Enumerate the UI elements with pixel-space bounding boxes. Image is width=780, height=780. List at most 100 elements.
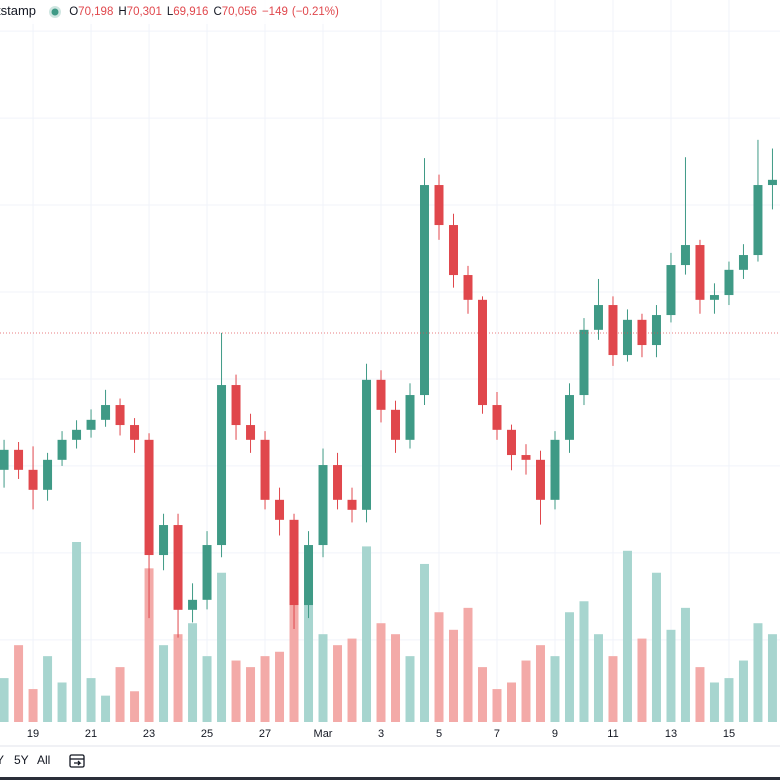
x-tick-label: 15: [723, 728, 735, 740]
volume-bar: [420, 563, 429, 722]
candle-body: [289, 519, 299, 606]
candle-body: [217, 385, 227, 546]
x-tick-label: 9: [552, 728, 558, 740]
candle-body: [72, 429, 82, 440]
candle-body: [376, 379, 386, 410]
range-button[interactable]: 5Y: [14, 753, 29, 767]
volume-bar: [347, 638, 357, 722]
ohlc-key: O: [69, 6, 78, 18]
toolbar: Y 5Y All: [0, 753, 85, 768]
candle-body: [159, 525, 169, 556]
candle-body: [43, 459, 53, 490]
candle-body: [608, 305, 618, 356]
volume-bar: [231, 660, 241, 722]
volume-bar: [738, 660, 748, 722]
candle-body: [593, 305, 603, 330]
candle-body: [521, 455, 531, 460]
volume-bar: [86, 678, 96, 722]
candle-body: [680, 245, 690, 266]
candle-body: [463, 275, 473, 300]
volume-bar: [637, 638, 647, 722]
volume-bar: [115, 667, 125, 722]
candle-body: [637, 319, 647, 346]
candle-body: [753, 185, 763, 256]
volume-bar: [72, 542, 82, 722]
volume-bar: [767, 634, 777, 722]
x-tick-label: 7: [494, 728, 500, 740]
candle-body: [434, 185, 444, 226]
ohlc-value: 70,301: [127, 6, 162, 18]
volume-bar: [579, 601, 589, 722]
goto-date-icon[interactable]: [69, 754, 85, 768]
volume-bar: [593, 634, 603, 722]
volume-bar: [492, 689, 502, 722]
volume-bar: [463, 607, 473, 722]
volume-bar: [159, 645, 169, 722]
ohlc-value: 69,916: [173, 6, 208, 18]
candle-layer: [0, 139, 777, 638]
volume-bar: [535, 645, 545, 722]
volume-bar: [318, 634, 328, 722]
volume-bar: [289, 585, 299, 722]
candle-body: [420, 185, 429, 396]
candle-body: [275, 499, 285, 520]
candle-body: [101, 405, 111, 420]
candle-body: [405, 395, 415, 440]
candle-body: [507, 429, 516, 456]
candle-body: [724, 269, 734, 296]
candle-body: [579, 329, 589, 396]
candle-body: [86, 419, 96, 430]
candle-body: [0, 449, 9, 470]
volume-bar: [709, 682, 719, 722]
volume-bar: [246, 667, 256, 722]
ohlc-key: C: [213, 6, 221, 18]
candle-body: [28, 469, 38, 490]
volume-bar: [28, 689, 38, 722]
volume-layer: [0, 542, 777, 722]
change-percent: (−0.21%): [292, 6, 339, 18]
volume-bar: [507, 682, 516, 722]
volume-bar: [651, 572, 661, 722]
volume-bar: [202, 656, 212, 722]
volume-bar: [217, 572, 227, 722]
status-dot: [51, 8, 59, 16]
candle-body: [622, 319, 632, 356]
volume-bar: [622, 550, 632, 722]
volume-bar: [144, 568, 154, 722]
header-legend: tstamp O70,198 H70,301 L69,916 C70,056 −149 (…: [0, 3, 339, 18]
candle-body: [130, 425, 140, 440]
volume-bar: [173, 634, 183, 722]
candle-body: [260, 439, 270, 500]
candle-body: [362, 379, 372, 510]
volume-bar: [43, 656, 53, 722]
volume-bar: [449, 629, 458, 722]
grid: [0, 0, 780, 722]
ohlc-value: 70,056: [222, 6, 257, 18]
range-button[interactable]: Y: [0, 753, 4, 767]
x-tick-label: 3: [378, 728, 384, 740]
volume-bar: [0, 678, 9, 722]
candle-body: [535, 459, 545, 500]
candle-body: [115, 405, 125, 426]
candle-body: [188, 599, 198, 610]
candle-body: [492, 405, 502, 430]
candle-body: [478, 299, 487, 406]
range-button[interactable]: All: [37, 753, 50, 767]
x-tick-label: Mar: [314, 728, 333, 740]
candle-body: [767, 179, 777, 186]
volume-bar: [376, 623, 386, 722]
x-tick-label: 23: [143, 728, 155, 740]
x-tick-label: 11: [607, 728, 618, 740]
volume-bar: [362, 546, 372, 722]
volume-bar: [753, 623, 763, 722]
candle-body: [14, 449, 24, 470]
x-tick-label: 21: [85, 728, 97, 740]
candle-body: [57, 439, 67, 460]
candle-body: [666, 265, 676, 316]
candle-body: [391, 409, 401, 440]
volume-bar: [333, 645, 343, 722]
candle-body: [738, 255, 748, 270]
volume-bar: [391, 634, 401, 722]
x-tick-label: 13: [665, 728, 677, 740]
